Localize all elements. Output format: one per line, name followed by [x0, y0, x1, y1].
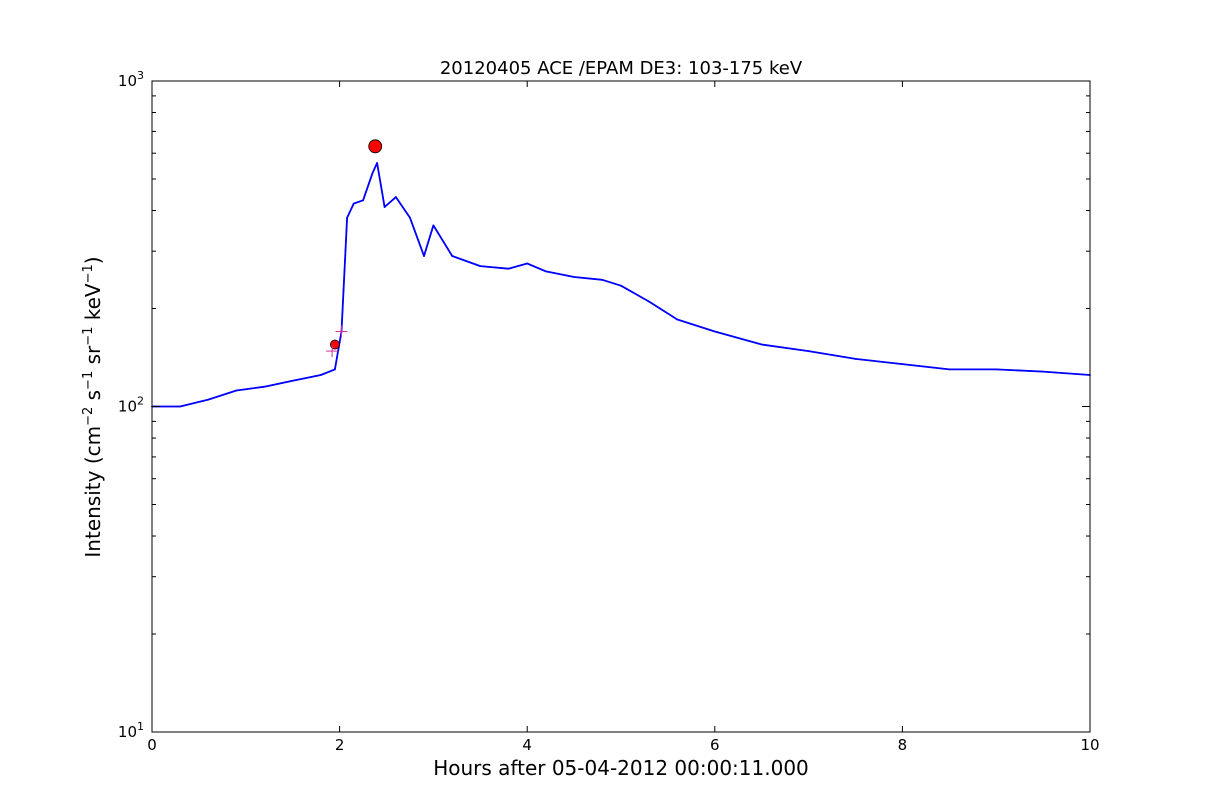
- x-tick-label: 4: [522, 736, 532, 754]
- y-tick-layer: 101 102 103: [118, 69, 1090, 741]
- y-axis-label-exp3: −1: [81, 327, 96, 346]
- event-marker-1: [330, 339, 340, 350]
- y-axis-label-suffix: ): [81, 256, 105, 264]
- series-2-point: [601, 279, 603, 281]
- x-tick-label: 6: [710, 736, 720, 754]
- series-2-point: [346, 217, 348, 219]
- series-layer: [151, 162, 1091, 408]
- y-axis-label-exp1: −2: [81, 407, 96, 426]
- x-tick-label: 8: [898, 736, 908, 754]
- y-axis-label-unit-sr: sr: [81, 345, 105, 371]
- series-2-point: [451, 255, 454, 257]
- chart-title: 20120405 ACE /EPAM DE3: 103-175 keV: [440, 58, 803, 79]
- series-2-point: [376, 162, 378, 164]
- series-2-point: [995, 368, 997, 371]
- series-2-point: [371, 172, 374, 175]
- y-axis-label: Intensity (cm−2 s−1 sr−1 keV−1): [81, 256, 105, 557]
- series-2-point: [948, 368, 951, 371]
- series-2-point: [620, 284, 622, 287]
- series-2-point: [901, 363, 904, 365]
- y-axis-label-unit-kev: keV: [81, 283, 105, 327]
- series-2-point: [507, 267, 510, 270]
- y-tick-label: 102: [118, 395, 144, 416]
- x-tick-label: 0: [147, 736, 157, 754]
- series-2-point: [409, 217, 411, 219]
- series-2-point: [235, 389, 238, 392]
- series-2-point: [760, 343, 763, 346]
- series-2-point: [432, 224, 435, 227]
- y-axis-label-unit-s: s: [81, 390, 105, 407]
- series-2-point: [854, 358, 857, 360]
- series-line-2: [152, 162, 1091, 408]
- series-2-point: [395, 196, 397, 198]
- series-2-point: [1042, 370, 1044, 373]
- x-tick-label: 10: [1080, 736, 1099, 754]
- marker-layer: [326, 139, 383, 358]
- series-2-point: [807, 350, 810, 352]
- series-2-point: [352, 202, 355, 205]
- series-2-point: [479, 265, 482, 267]
- series-2-point: [383, 206, 386, 208]
- series-2-point: [573, 276, 575, 278]
- series-2-point: [676, 318, 679, 321]
- y-tick-label: 101: [118, 720, 144, 741]
- series-2-point: [179, 405, 181, 408]
- series-2-point: [423, 255, 425, 257]
- x-tick-layer: 0 2 4 6 8 10: [147, 81, 1100, 754]
- y-axis-label-exp2: −1: [81, 371, 96, 390]
- series-2-point: [263, 385, 266, 388]
- series-2-point: [526, 262, 528, 265]
- series-2-point: [320, 374, 322, 376]
- event-marker-2: [368, 139, 383, 154]
- plus-marker-4: [326, 345, 339, 358]
- series-2-point: [291, 379, 294, 382]
- x-tick-label: 2: [335, 736, 345, 754]
- y-axis-label-prefix: Intensity (cm: [81, 426, 105, 558]
- series-2-point: [714, 330, 716, 333]
- series-2-point: [207, 398, 210, 401]
- y-tick-label: 103: [118, 69, 144, 90]
- plus-marker-3: [335, 325, 348, 338]
- series-2-point: [545, 270, 547, 273]
- series-2-point: [334, 368, 336, 371]
- series-2-point: [648, 300, 650, 303]
- y-axis-label-exp4: −1: [81, 264, 96, 283]
- series-2-point: [362, 199, 364, 202]
- x-axis-label: Hours after 05-04-2012 00:00:11.000: [433, 756, 809, 780]
